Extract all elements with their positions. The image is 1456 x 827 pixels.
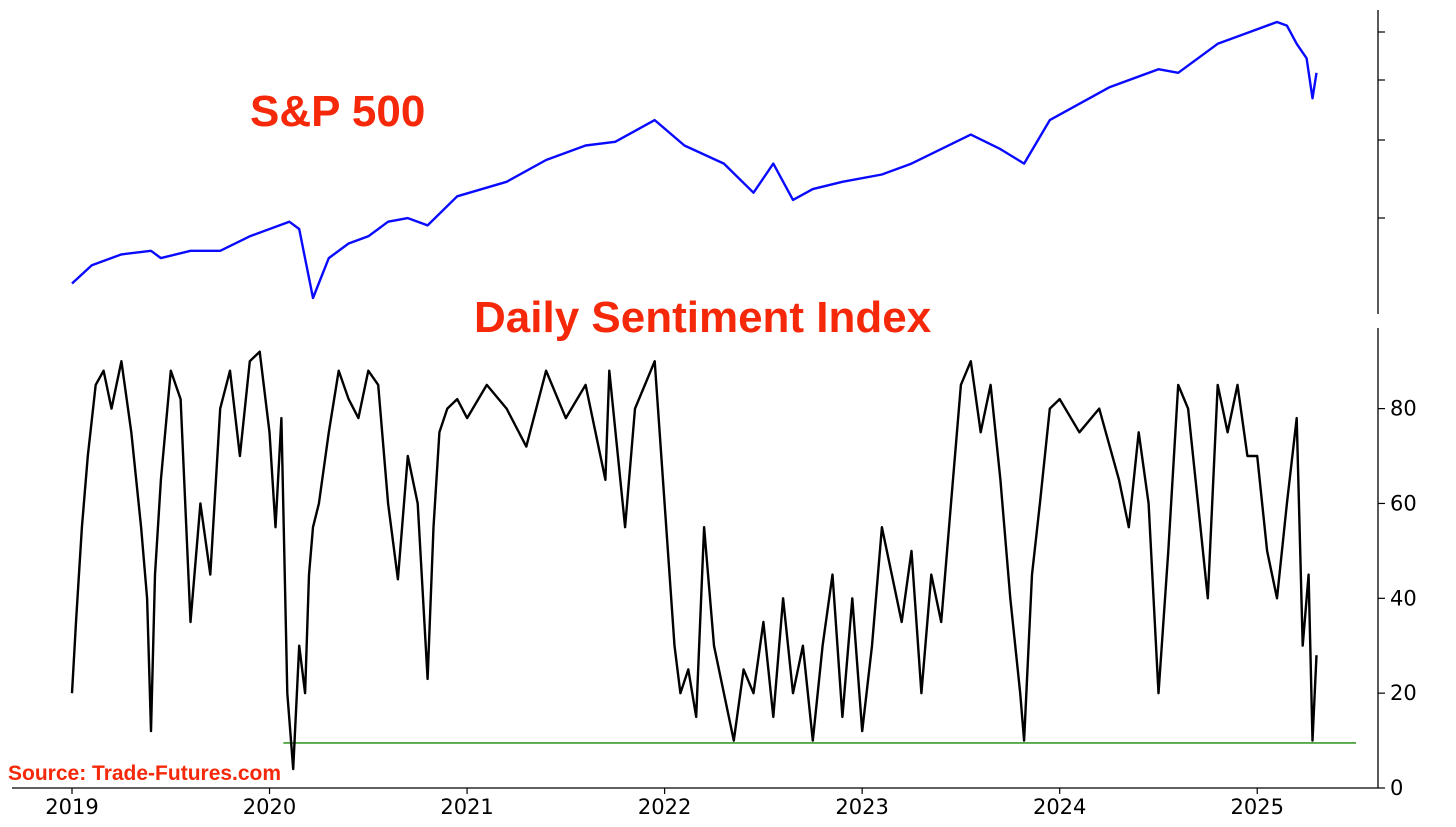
x-tick-label: 2023 (835, 795, 888, 819)
dsi-axis: 0 20 40 60 80 (1377, 328, 1417, 800)
x-tick-label: 2020 (243, 795, 296, 819)
source-label: Source: Trade-Futures.com (8, 762, 281, 785)
dsi-title: Daily Sentiment Index (474, 293, 932, 342)
dsi-series (70, 350, 1318, 771)
dsi-line (70, 350, 1318, 771)
dsi-y-tick-label: 0 (1390, 776, 1403, 800)
x-axis: 2019 2020 2021 2022 2023 2024 2025 (12, 787, 1378, 819)
dsi-y-tick-label: 80 (1390, 397, 1417, 421)
x-tick-label: 2019 (45, 795, 98, 819)
dsi-y-tick-label: 20 (1390, 681, 1417, 705)
x-tick-label: 2025 (1231, 795, 1284, 819)
x-tick-label: 2021 (440, 795, 493, 819)
dsi-y-tick-label: 40 (1390, 586, 1417, 610)
sp500-line (71, 20, 1318, 300)
sp500-title: S&P 500 (250, 87, 425, 136)
dsi-y-tick-label: 60 (1390, 491, 1417, 515)
x-tick-label: 2024 (1033, 795, 1086, 819)
sp500-axis (1377, 10, 1385, 314)
x-tick-label: 2022 (638, 795, 691, 819)
sp500-series (71, 20, 1318, 300)
